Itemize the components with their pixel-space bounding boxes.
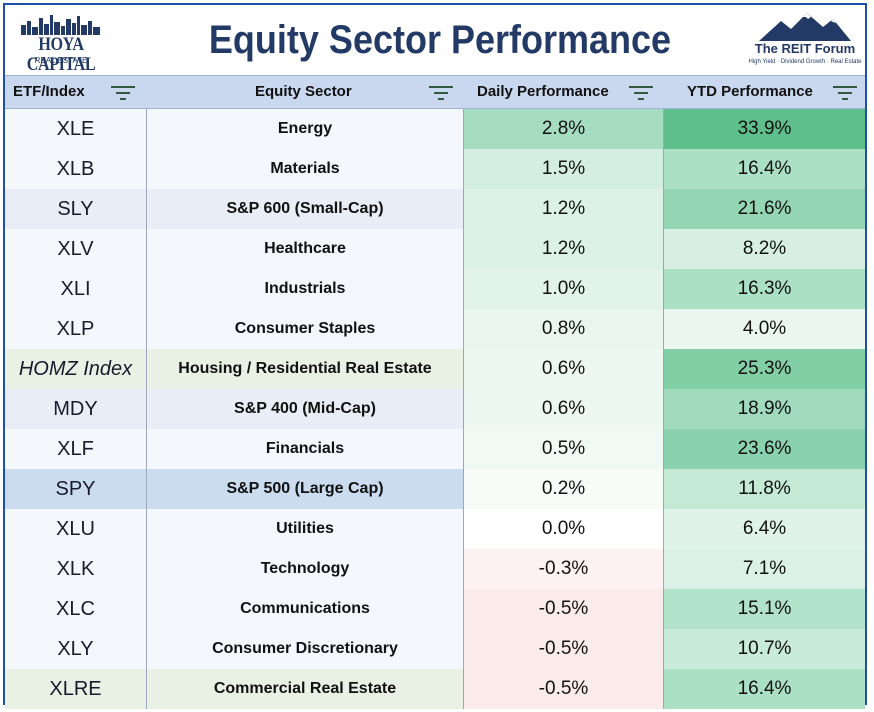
- ytd-performance-cell: 10.7%: [664, 629, 865, 669]
- reit-forum-logo: The REIT Forum High Yield · Dividend Gro…: [745, 11, 865, 71]
- sector-cell: Healthcare: [147, 229, 464, 269]
- etf-cell: XLU: [5, 509, 147, 549]
- ytd-performance-cell: 25.3%: [664, 349, 865, 389]
- daily-performance-cell: 0.6%: [464, 389, 664, 429]
- reit-forum-name: The REIT Forum: [754, 41, 856, 56]
- table-row: XLY Consumer Discretionary -0.5% 10.7%: [5, 629, 865, 669]
- daily-performance-cell: 0.8%: [464, 309, 664, 349]
- sector-cell: Utilities: [147, 509, 464, 549]
- filter-icon[interactable]: [111, 86, 135, 100]
- etf-cell: MDY: [5, 389, 147, 429]
- daily-performance-cell: 0.5%: [464, 429, 664, 469]
- table-row: XLI Industrials 1.0% 16.3%: [5, 269, 865, 309]
- etf-cell: XLC: [5, 589, 147, 629]
- table-row: XLE Energy 2.8% 33.9%: [5, 109, 865, 149]
- etf-cell: XLK: [5, 549, 147, 589]
- ytd-performance-cell: 16.3%: [664, 269, 865, 309]
- etf-cell: XLF: [5, 429, 147, 469]
- page-title: Equity Sector Performance: [208, 18, 672, 62]
- ytd-performance-cell: 6.4%: [664, 509, 865, 549]
- etf-cell: XLP: [5, 309, 147, 349]
- sector-cell: Consumer Discretionary: [147, 629, 464, 669]
- sector-cell: Technology: [147, 549, 464, 589]
- filter-icon[interactable]: [629, 86, 653, 100]
- daily-performance-cell: 0.0%: [464, 509, 664, 549]
- mountain-icon: [759, 13, 851, 41]
- etf-cell: SPY: [5, 469, 147, 509]
- ytd-performance-cell: 16.4%: [664, 669, 865, 709]
- filter-icon[interactable]: [429, 86, 453, 100]
- table-row: XLB Materials 1.5% 16.4%: [5, 149, 865, 189]
- reit-forum-tagline: High Yield · Dividend Growth · Real Esta…: [748, 59, 862, 65]
- sector-cell: Energy: [147, 109, 464, 149]
- sector-cell: Industrials: [147, 269, 464, 309]
- sector-cell: Housing / Residential Real Estate: [147, 349, 464, 389]
- daily-performance-cell: -0.5%: [464, 629, 664, 669]
- column-header-etf: ETF/Index: [13, 83, 85, 100]
- sector-cell: S&P 600 (Small-Cap): [147, 189, 464, 229]
- ytd-performance-cell: 7.1%: [664, 549, 865, 589]
- ytd-performance-cell: 18.9%: [664, 389, 865, 429]
- etf-cell: XLE: [5, 109, 147, 149]
- skyline-icon: [21, 15, 100, 35]
- daily-performance-cell: -0.3%: [464, 549, 664, 589]
- sector-cell: Consumer Staples: [147, 309, 464, 349]
- hoya-capital-brand: HOYA CAPITAL: [26, 34, 96, 75]
- daily-performance-cell: 1.2%: [464, 189, 664, 229]
- sector-cell: S&P 500 (Large Cap): [147, 469, 464, 509]
- ytd-performance-cell: 23.6%: [664, 429, 865, 469]
- ytd-performance-cell: 15.1%: [664, 589, 865, 629]
- hoya-capital-logo: HOYA CAPITAL REAL ESTATE: [19, 13, 103, 75]
- column-header-daily: Daily Performance: [477, 83, 609, 100]
- daily-performance-cell: 1.2%: [464, 229, 664, 269]
- ytd-performance-cell: 33.9%: [664, 109, 865, 149]
- etf-cell: XLI: [5, 269, 147, 309]
- table-header: ETF/Index Equity Sector Daily Performanc…: [5, 75, 865, 109]
- table-row: SLY S&P 600 (Small-Cap) 1.2% 21.6%: [5, 189, 865, 229]
- ytd-performance-cell: 21.6%: [664, 189, 865, 229]
- daily-performance-cell: 1.0%: [464, 269, 664, 309]
- table-row: XLF Financials 0.5% 23.6%: [5, 429, 865, 469]
- sector-cell: Communications: [147, 589, 464, 629]
- table-row: XLRE Commercial Real Estate -0.5% 16.4%: [5, 669, 865, 709]
- table-frame: HOYA CAPITAL REAL ESTATE Equity Sector P…: [3, 3, 867, 709]
- table-row: XLV Healthcare 1.2% 8.2%: [5, 229, 865, 269]
- daily-performance-cell: 0.2%: [464, 469, 664, 509]
- sector-cell: Commercial Real Estate: [147, 669, 464, 709]
- header-bar: HOYA CAPITAL REAL ESTATE Equity Sector P…: [5, 5, 865, 75]
- sector-cell: Financials: [147, 429, 464, 469]
- table-row: HOMZ Index Housing / Residential Real Es…: [5, 349, 865, 389]
- daily-performance-cell: 1.5%: [464, 149, 664, 189]
- table-row: XLC Communications -0.5% 15.1%: [5, 589, 865, 629]
- etf-cell: SLY: [5, 189, 147, 229]
- table-row: SPY S&P 500 (Large Cap) 0.2% 11.8%: [5, 469, 865, 509]
- filter-icon[interactable]: [833, 86, 857, 100]
- etf-cell: XLY: [5, 629, 147, 669]
- daily-performance-cell: -0.5%: [464, 669, 664, 709]
- ytd-performance-cell: 8.2%: [664, 229, 865, 269]
- daily-performance-cell: 2.8%: [464, 109, 664, 149]
- etf-cell: XLRE: [5, 669, 147, 709]
- etf-cell: HOMZ Index: [5, 349, 147, 389]
- hoya-capital-sub: REAL ESTATE: [34, 56, 88, 65]
- table-row: XLP Consumer Staples 0.8% 4.0%: [5, 309, 865, 349]
- ytd-performance-cell: 4.0%: [664, 309, 865, 349]
- etf-cell: XLV: [5, 229, 147, 269]
- sector-cell: Materials: [147, 149, 464, 189]
- table-row: XLK Technology -0.3% 7.1%: [5, 549, 865, 589]
- table-row: MDY S&P 400 (Mid-Cap) 0.6% 18.9%: [5, 389, 865, 429]
- column-header-sector: Equity Sector: [255, 83, 352, 100]
- etf-cell: XLB: [5, 149, 147, 189]
- column-header-ytd: YTD Performance: [687, 83, 813, 100]
- daily-performance-cell: 0.6%: [464, 349, 664, 389]
- sector-cell: S&P 400 (Mid-Cap): [147, 389, 464, 429]
- daily-performance-cell: -0.5%: [464, 589, 664, 629]
- ytd-performance-cell: 16.4%: [664, 149, 865, 189]
- ytd-performance-cell: 11.8%: [664, 469, 865, 509]
- table-row: XLU Utilities 0.0% 6.4%: [5, 509, 865, 549]
